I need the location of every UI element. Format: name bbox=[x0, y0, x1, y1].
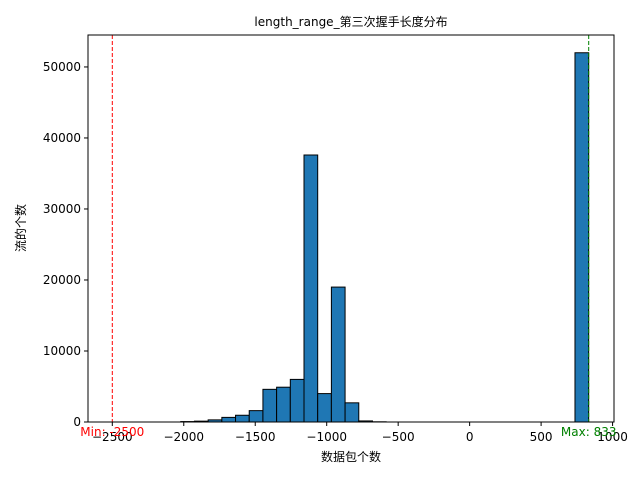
histogram-bar bbox=[575, 53, 589, 422]
x-tick-label: −2000 bbox=[163, 430, 204, 444]
histogram-bar bbox=[304, 155, 318, 422]
x-axis-label: 数据包个数 bbox=[321, 449, 381, 464]
histogram-bar bbox=[222, 417, 236, 422]
y-tick-label: 10000 bbox=[43, 344, 81, 358]
histogram-bar bbox=[331, 287, 345, 422]
min-annotation: Min: -2500 bbox=[80, 425, 144, 439]
x-tick-label: 0 bbox=[466, 430, 474, 444]
histogram-bar bbox=[249, 411, 263, 422]
histogram-bar bbox=[345, 403, 359, 422]
x-tick-label: 500 bbox=[530, 430, 553, 444]
x-tick-label: −1000 bbox=[306, 430, 347, 444]
y-axis-label: 流的个数 bbox=[13, 204, 28, 252]
histogram-bar bbox=[290, 379, 304, 422]
y-tick-label: 50000 bbox=[43, 60, 81, 74]
histogram-bar bbox=[277, 387, 291, 422]
histogram-bar bbox=[263, 389, 277, 422]
y-tick-label: 40000 bbox=[43, 131, 81, 145]
histogram-bar bbox=[318, 394, 332, 422]
x-tick-label: −1500 bbox=[235, 430, 276, 444]
histogram-bar bbox=[236, 415, 250, 422]
y-tick-label: 30000 bbox=[43, 202, 81, 216]
x-tick-label: −500 bbox=[382, 430, 415, 444]
y-tick-label: 20000 bbox=[43, 273, 81, 287]
chart-title: length_range_第三次握手长度分布 bbox=[254, 14, 447, 29]
max-annotation: Max: 833 bbox=[561, 425, 617, 439]
